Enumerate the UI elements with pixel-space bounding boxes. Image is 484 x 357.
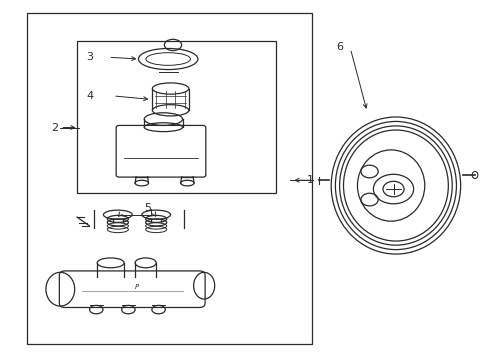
Bar [77, 41, 275, 192]
Bar [27, 13, 311, 344]
Text: 5: 5 [144, 203, 151, 213]
Text: 6: 6 [335, 42, 342, 52]
Text: 2: 2 [51, 122, 58, 132]
Text: 1: 1 [306, 175, 314, 185]
Text: 3: 3 [87, 52, 93, 62]
Text: P: P [135, 285, 139, 291]
Text: 4: 4 [87, 91, 93, 101]
